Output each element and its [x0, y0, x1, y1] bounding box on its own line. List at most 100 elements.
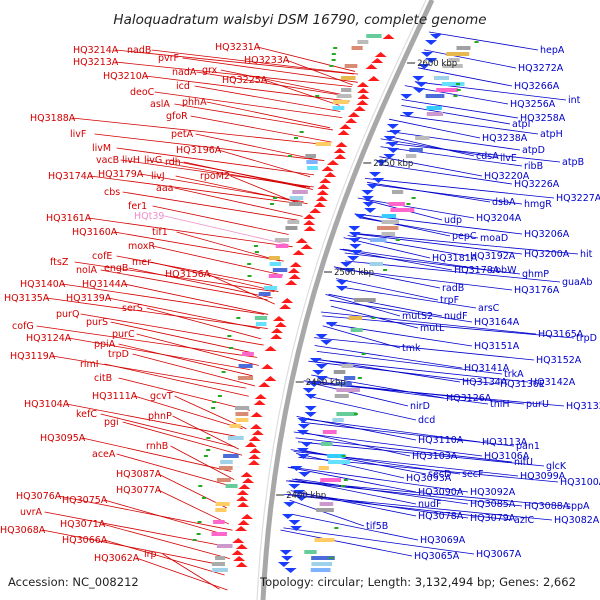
connector-line [108, 297, 260, 330]
connector-line [309, 382, 409, 407]
gene-label-aceA: aceA [92, 449, 116, 460]
connector-line [401, 105, 511, 125]
feature-arrow-reverse [386, 142, 399, 147]
feature-box [215, 508, 227, 512]
gene-label-nudF: nudF [444, 311, 468, 322]
gene-label-HQ3065A: HQ3065A [414, 551, 460, 562]
feature-arrow-reverse [354, 214, 367, 219]
gene-label-trpD: trpD [108, 349, 129, 360]
feature-arrow-forward [303, 220, 316, 225]
feature-arrow-reverse [383, 136, 396, 141]
feature-box [388, 202, 405, 206]
feature-arrow-forward [254, 394, 267, 399]
feature-arrow-forward [365, 64, 378, 69]
feature-arrow-reverse [315, 364, 328, 369]
feature-box [305, 154, 317, 158]
feature-arrow-forward [316, 190, 329, 195]
connector-line [286, 480, 523, 507]
feature-arrow-reverse [304, 412, 317, 417]
connector-line [356, 215, 451, 237]
gene-label-purU: purU [526, 399, 549, 410]
gene-label-ghmP: ghmP [522, 269, 549, 280]
gene-label-rnhB: rnhB [146, 441, 168, 452]
gene-label-mutL: mutL [420, 323, 445, 334]
gene-label-HQ3210A: HQ3210A [103, 71, 149, 82]
backbone-inner-edge [256, 0, 427, 600]
gene-label-hmgR: hmgR [524, 199, 552, 210]
feature-arrow-reverse [309, 358, 322, 363]
feature-box [225, 484, 238, 488]
gene-label-HQ3206A: HQ3206A [524, 229, 570, 240]
feature-arrow-reverse [293, 490, 306, 495]
feature-arrow-reverse [348, 238, 361, 243]
connector-line [170, 445, 235, 480]
gene-label-icd: icd [176, 81, 190, 92]
feature-tick [217, 395, 222, 397]
feature-arrow-forward [250, 424, 263, 429]
connector-line [80, 313, 264, 346]
feature-arrow-reverse [350, 250, 363, 255]
feature-box [304, 550, 317, 554]
gene-label-ilvE: ilvE [500, 153, 517, 164]
gene-label-HQ3238A: HQ3238A [482, 133, 528, 144]
gene-label-ppiA: ppiA [94, 339, 116, 350]
feature-box [409, 148, 423, 152]
gene-label-HQ3164A: HQ3164A [474, 317, 520, 328]
connector-line [380, 138, 499, 159]
feature-box [434, 76, 450, 80]
gene-label-arsC: arsC [478, 303, 500, 314]
gene-label-HQ3132A: HQ3132A [566, 401, 600, 412]
feature-box [348, 316, 363, 320]
connector-line [152, 245, 284, 276]
feature-box [292, 190, 308, 194]
feature-tick [203, 455, 208, 457]
connector-line [164, 215, 289, 246]
feature-arrow-reverse [302, 388, 315, 393]
feature-box [213, 520, 225, 524]
feature-tick [192, 539, 197, 541]
gene-label-pepC: pepC [452, 231, 477, 242]
feature-arrow-reverse [325, 322, 338, 327]
feature-box [311, 556, 335, 560]
feature-box [318, 466, 329, 470]
feature-arrow-forward [335, 142, 348, 147]
feature-tick [288, 155, 293, 157]
connector-line [389, 118, 481, 139]
connector-line [299, 417, 481, 443]
feature-tick [211, 407, 216, 409]
feature-box [234, 406, 250, 410]
gene-label-HQ3069A: HQ3069A [420, 535, 466, 546]
connector-line [322, 325, 401, 349]
gene-label-HQ3093A: HQ3093A [406, 473, 452, 484]
gene-label-grx: grx [202, 65, 218, 76]
feature-tracks [192, 34, 479, 573]
feature-arrow-reverse [418, 64, 431, 69]
feature-box [274, 238, 289, 242]
feature-arrow-reverse [281, 514, 294, 519]
feature-arrow-reverse [300, 442, 313, 447]
gene-label-phhA: phhA [182, 97, 207, 108]
feature-arrow-reverse [335, 280, 348, 285]
feature-arrow-reverse [386, 124, 399, 129]
gene-label-secD: secD [428, 469, 451, 480]
gene-label-HQ3181A: HQ3181A [432, 253, 478, 264]
connector-line [316, 351, 503, 375]
feature-tick [406, 203, 411, 205]
gene-label-purC: purC [112, 329, 135, 340]
feature-tick [334, 527, 339, 529]
connector-line [350, 233, 523, 255]
feature-arrow-reverse [366, 184, 379, 189]
feature-box [446, 52, 470, 56]
feature-box [341, 76, 356, 80]
gene-label-atpH: atpH [540, 129, 563, 140]
connector-line [295, 437, 513, 463]
feature-arrow-reverse [277, 562, 290, 567]
connector-line [36, 325, 258, 358]
feature-box [216, 544, 233, 548]
feature-tick [247, 263, 252, 265]
feature-arrow-forward [231, 550, 244, 555]
feature-tick [411, 197, 416, 199]
feature-arrow-reverse [375, 160, 388, 165]
gene-label-trkA: trkA [504, 369, 524, 380]
gene-label-HQ3075A: HQ3075A [62, 495, 108, 506]
